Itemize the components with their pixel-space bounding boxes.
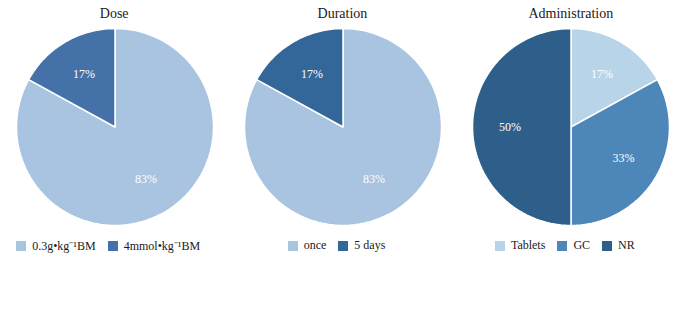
html-text:once: once	[303, 238, 327, 252]
svg-text:33%: 33%	[613, 151, 635, 165]
html-text:Dose: Dose	[99, 6, 129, 21]
html-text:Duration: Duration	[317, 6, 368, 21]
svg-text:17%: 17%	[591, 67, 613, 81]
svg-text:17%: 17%	[301, 67, 323, 81]
svg-text:83%: 83%	[363, 172, 385, 186]
html-text:Tablets: Tablets	[510, 238, 546, 252]
svg-text:17%: 17%	[73, 67, 95, 81]
html-text:4mmol•kg⁻¹BM: 4mmol•kg⁻¹BM	[123, 239, 201, 253]
html-text:0.3g•kg⁻¹BM: 0.3g•kg⁻¹BM	[32, 239, 96, 253]
html-text:Administration: Administration	[528, 6, 614, 21]
html-text:5 days: 5 days	[354, 238, 386, 252]
html-text:NR: NR	[618, 238, 635, 252]
html-text:GC: GC	[573, 238, 590, 252]
svg-text:83%: 83%	[135, 172, 157, 186]
svg-text:50%: 50%	[499, 120, 521, 134]
